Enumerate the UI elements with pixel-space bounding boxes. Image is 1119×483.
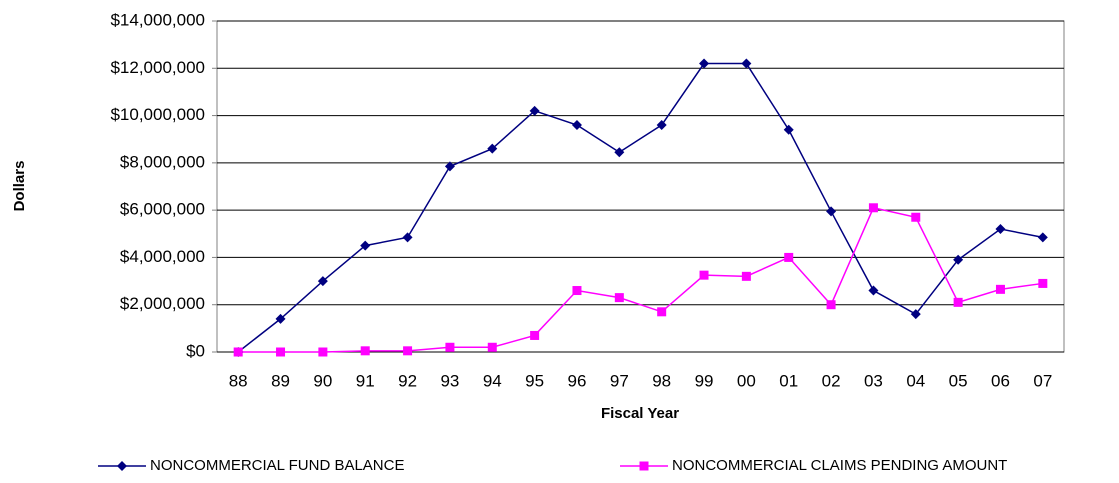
data-point [487,342,497,352]
data-point [699,270,709,280]
x-tick-label: 02 [822,371,841,390]
data-point [826,300,836,310]
data-point [953,297,963,307]
x-tick-label: 05 [949,371,968,390]
data-point [530,330,540,340]
data-point [571,120,582,131]
x-tick-label: 99 [695,371,714,390]
data-point [995,284,1005,294]
x-tick-label: 04 [906,371,925,390]
x-tick-label: 92 [398,371,417,390]
data-point [911,212,921,222]
data-point [741,271,751,281]
y-axis-title: Dollars [11,161,28,212]
x-axis-title: Fiscal Year [601,405,679,422]
data-point [360,346,370,356]
x-tick-label: 01 [779,371,798,390]
data-point [783,124,794,135]
data-point [614,293,624,303]
y-tick-label: $0 [186,341,205,360]
y-tick-label: $2,000,000 [120,294,205,313]
data-point [741,58,752,69]
data-point [656,120,667,131]
data-point [276,347,286,357]
data-point [529,105,540,116]
data-point [953,254,964,265]
x-tick-label: 97 [610,371,629,390]
legend-label: NONCOMMERCIAL CLAIMS PENDING AMOUNT [672,457,1007,474]
data-point [572,286,582,296]
data-point [317,276,328,287]
data-point [403,346,413,356]
y-tick-label: $6,000,000 [120,200,205,219]
y-tick-label: $10,000,000 [110,105,205,124]
data-point [1037,232,1048,243]
x-tick-label: 88 [229,371,248,390]
x-tick-label: 98 [652,371,671,390]
data-point [995,224,1006,235]
legend-marker [639,461,649,471]
plot-area [216,20,1065,353]
x-tick-label: 89 [271,371,290,390]
y-tick-label: $4,000,000 [120,247,205,266]
x-tick-label: 06 [991,371,1010,390]
x-tick-label: 00 [737,371,756,390]
y-tick-label: $8,000,000 [120,152,205,171]
data-point [233,347,243,357]
series-line [237,62,1043,353]
data-point [784,252,794,262]
legend-label: NONCOMMERCIAL FUND BALANCE [150,457,404,474]
data-point [826,206,837,217]
data-point [318,347,328,357]
series-line [238,206,1043,353]
data-point [910,309,921,320]
legend-marker [117,461,127,471]
y-tick-label: $12,000,000 [110,58,205,77]
data-point [402,232,413,243]
data-point [868,203,878,213]
y-tick-label: $14,000,000 [110,10,205,29]
x-tick-label: 94 [483,371,502,390]
x-tick-label: 91 [356,371,375,390]
data-point [868,285,879,296]
data-point [657,307,667,317]
x-tick-label: 07 [1033,371,1052,390]
x-tick-label: 95 [525,371,544,390]
x-tick-label: 03 [864,371,883,390]
data-point [487,143,498,154]
data-point [360,240,371,251]
data-point [445,342,455,352]
x-tick-label: 93 [440,371,459,390]
data-point [275,313,286,324]
data-point [444,161,455,172]
x-tick-label: 90 [313,371,332,390]
data-point [614,147,625,158]
x-tick-label: 96 [568,371,587,390]
data-point [1038,278,1048,288]
data-point [699,58,710,69]
